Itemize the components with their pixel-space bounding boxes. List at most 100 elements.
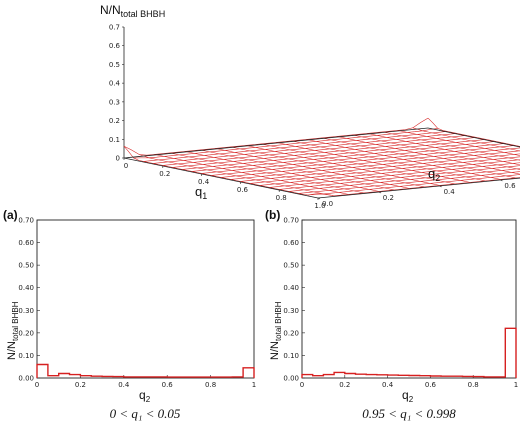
q2-tick-label: 0.0 (322, 200, 333, 208)
q2-tick (317, 197, 321, 200)
histogram-bars-a (36, 363, 255, 378)
plot-frame-b (301, 219, 517, 379)
surface-zlabel: N/Ntotal BHBH (100, 3, 165, 19)
surface-mesh (123, 117, 520, 196)
x-tick-label: 0.6 (162, 381, 174, 389)
q2-tick-label: 0.6 (504, 182, 516, 190)
y-tick-label: 0.20 (18, 329, 34, 337)
xlabel-a: q2 (139, 388, 151, 404)
q1-tick-label: 0 (124, 162, 128, 170)
plot-frame-a (36, 219, 255, 379)
y-tick-label: 0.70 (283, 217, 299, 225)
q1-tick-label: 0.2 (159, 170, 170, 178)
histogram-a: (a) 0.000.100.200.300.400.500.600.70 0 0.… (3, 208, 256, 421)
x-tick-label: 0.2 (75, 381, 86, 389)
back-edge-line (427, 127, 520, 148)
x-tick-label: 1 (252, 381, 256, 389)
x-tick-label: 1 (514, 381, 518, 389)
panel-label-a: (a) (3, 208, 18, 222)
q2-tick (439, 185, 442, 188)
ylabel-a: N/Ntotal BHBH (6, 301, 20, 360)
y-tick-label: 0.60 (18, 239, 34, 247)
y-tick-label: 0.30 (283, 307, 299, 315)
x-tick-label: 0 (300, 381, 304, 389)
y-tick-label: 0.30 (18, 307, 34, 315)
mesh-line-q1 (351, 134, 520, 170)
x-tick-label: 0 (35, 381, 39, 389)
caption-a: 0 < q₁ < 0.05 (110, 406, 181, 421)
mesh-line-q1 (397, 130, 520, 156)
mesh-line-q2 (230, 150, 520, 180)
mesh-line-q2 (269, 162, 520, 188)
surface-base-frame (123, 127, 520, 199)
histogram-step-line (36, 363, 255, 378)
xlabel-b: q2 (402, 388, 414, 404)
y-ticks-a: 0.00 0.10 0.20 0.30 0.40 0.50 0.60 0.70 (18, 217, 40, 383)
y-tick-label: 0.20 (283, 329, 299, 337)
mesh-line-q2 (298, 171, 520, 194)
caption-b: 0.95 < q₁ < 0.998 (362, 406, 456, 421)
mesh-line-q1 (367, 133, 520, 166)
surface-xlabel: q1 (195, 184, 207, 201)
mesh-line-q2 (279, 165, 520, 190)
histogram-b: (b) 0.000.100.200.300.400.500.600.70 0 0.… (265, 208, 518, 421)
q1-tick-label: 1.0 (314, 202, 325, 210)
mesh-line-q1 (427, 117, 520, 147)
y-tick-label: 0.50 (18, 262, 34, 270)
x-tick-label: 0.8 (205, 381, 216, 389)
z-tick-label: 0.7 (109, 24, 120, 32)
histogram-bars-b (301, 327, 517, 378)
mesh-line-q1 (275, 142, 471, 183)
q1-axis-line (123, 157, 319, 199)
mesh-line-q2 (308, 174, 520, 196)
surface-ylabel: q2 (428, 166, 440, 183)
x-tick-label: 0.2 (339, 381, 350, 389)
mesh-line-q2 (288, 168, 520, 192)
x-tick-label: 0.8 (468, 381, 479, 389)
x-tick-label: 0.4 (118, 381, 130, 389)
mesh-line-q1 (321, 137, 516, 179)
y-tick-label: 0.50 (283, 262, 299, 270)
mesh-line-q2 (259, 159, 520, 186)
q2-tick (500, 179, 503, 182)
y-tick-label: 0.60 (283, 239, 299, 247)
mesh-line-q2 (240, 153, 520, 182)
z-tick-label: 0 (116, 155, 120, 163)
q1-tick-label: 0.8 (276, 194, 287, 202)
y-tick-label: 0.00 (18, 375, 34, 383)
y-tick-label: 0.10 (283, 352, 299, 360)
z-tick-label: 0.6 (109, 42, 121, 50)
q1-tick-labels: 0 0.2 0.4 0.6 0.8 1.0 (123, 158, 326, 210)
y-tick-label: 0.70 (18, 217, 34, 225)
q1-tick-label: 0.6 (237, 186, 249, 194)
mesh-line-q1 (306, 139, 501, 180)
q2-axis-line (317, 177, 520, 199)
mesh-line-q1 (291, 140, 486, 182)
y-tick-label: 0.10 (18, 352, 34, 360)
z-tick-label: 0.3 (109, 98, 120, 106)
y-tick-label: 0.40 (18, 284, 34, 292)
mesh-line-q2 (317, 177, 520, 196)
q1-tick-label: 0.4 (198, 178, 210, 186)
mesh-line-q1 (412, 127, 520, 152)
mesh-line-q1 (382, 131, 520, 161)
x-tick-label: 0.4 (382, 381, 394, 389)
z-tick-label: 0.4 (109, 80, 121, 88)
q2-tick-label: 0.4 (444, 188, 456, 196)
q2-tick-labels: 0.00.20.40.60.81.0 (317, 179, 516, 208)
z-tick-label: 0.5 (109, 61, 120, 69)
x-tick-label: 0.6 (425, 381, 437, 389)
ylabel-b: N/Ntotal BHBH (269, 301, 283, 360)
y-ticks-b: 0.00 0.10 0.20 0.30 0.40 0.50 0.60 0.70 (283, 217, 305, 383)
q2-tick (378, 191, 381, 194)
histogram-step-line (301, 327, 517, 378)
surface-plot: 00.10.20.30.40.50.60.7 00.20.40.60.81.0 … (100, 3, 520, 210)
z-tick-label: 0.1 (109, 136, 120, 144)
y-tick-label: 0.00 (283, 375, 299, 383)
mesh-line-q2 (250, 156, 520, 184)
panel-label-b: (b) (265, 208, 280, 222)
mesh-line-q1 (336, 136, 520, 175)
y-tick-label: 0.40 (283, 284, 299, 292)
q2-tick-label: 0.2 (383, 194, 394, 202)
